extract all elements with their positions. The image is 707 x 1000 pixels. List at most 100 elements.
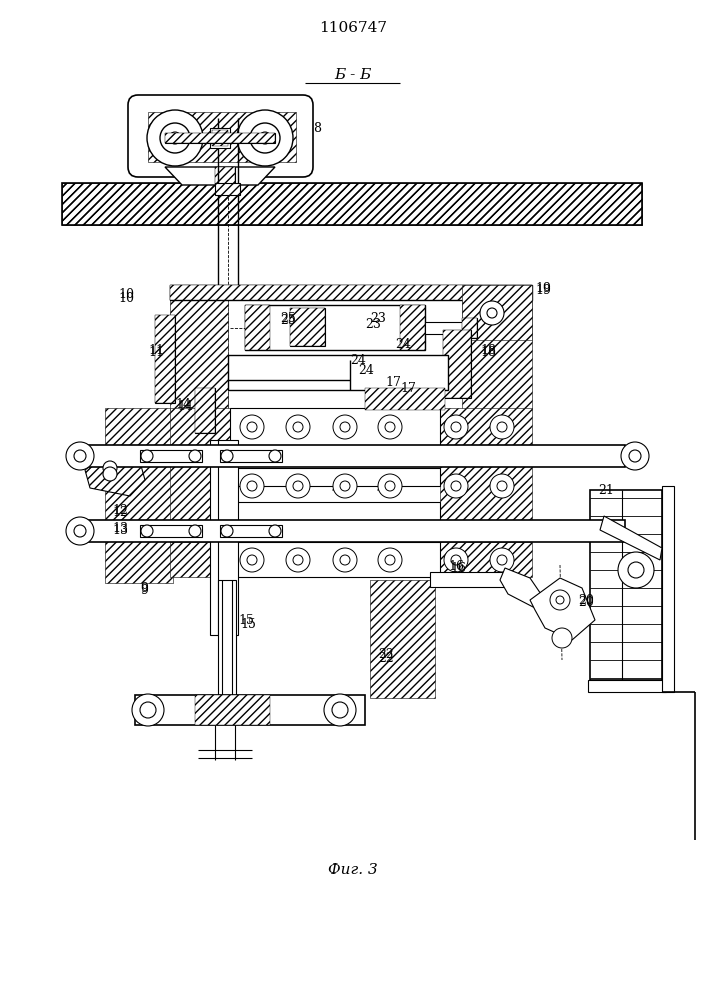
Bar (170, 466, 232, 521)
Circle shape (103, 467, 117, 481)
Circle shape (444, 548, 468, 572)
Text: 1106747: 1106747 (319, 21, 387, 35)
Text: 8: 8 (313, 121, 321, 134)
Circle shape (552, 628, 572, 648)
Bar (165, 133, 275, 143)
Polygon shape (165, 167, 275, 185)
Bar (155, 315, 175, 403)
Text: 13: 13 (112, 522, 128, 534)
Bar (230, 502, 440, 520)
Circle shape (480, 301, 504, 325)
Circle shape (293, 481, 303, 491)
Circle shape (385, 555, 395, 565)
Circle shape (247, 555, 257, 565)
Circle shape (269, 450, 281, 462)
Circle shape (240, 474, 264, 498)
Circle shape (324, 694, 356, 726)
FancyBboxPatch shape (128, 95, 313, 177)
Circle shape (378, 474, 402, 498)
Circle shape (385, 481, 395, 491)
Text: 22: 22 (378, 652, 394, 664)
Circle shape (141, 525, 153, 537)
Circle shape (497, 422, 507, 432)
Bar (662, 486, 674, 692)
Bar (215, 167, 235, 185)
Circle shape (169, 132, 181, 144)
Text: 18: 18 (480, 344, 496, 357)
Bar (230, 468, 440, 486)
Circle shape (189, 525, 201, 537)
Text: 12: 12 (112, 504, 128, 516)
Circle shape (451, 481, 461, 491)
Bar (218, 580, 236, 695)
Text: 10: 10 (118, 292, 134, 304)
Text: 21: 21 (598, 484, 614, 496)
Bar (443, 330, 471, 398)
Bar (170, 542, 232, 577)
Circle shape (556, 596, 564, 604)
Text: 14: 14 (177, 400, 193, 414)
Bar (170, 285, 532, 300)
Circle shape (333, 474, 357, 498)
Bar (215, 183, 240, 195)
Bar (425, 322, 470, 334)
Bar (443, 330, 471, 398)
Text: 16: 16 (450, 562, 466, 574)
Text: 25: 25 (280, 314, 296, 326)
Text: Б - Б: Б - Б (334, 68, 372, 82)
Bar (62, 183, 642, 225)
Circle shape (618, 552, 654, 588)
Bar (440, 542, 532, 577)
Circle shape (189, 450, 201, 462)
Bar (170, 285, 532, 300)
Circle shape (629, 450, 641, 462)
Bar (290, 308, 325, 346)
Circle shape (74, 525, 86, 537)
Bar (62, 183, 642, 225)
Circle shape (240, 548, 264, 572)
Text: 25: 25 (280, 312, 296, 324)
Text: 17: 17 (400, 381, 416, 394)
Text: 9: 9 (140, 584, 148, 596)
Circle shape (333, 415, 357, 439)
Circle shape (490, 474, 514, 498)
Polygon shape (530, 578, 595, 640)
Circle shape (286, 415, 310, 439)
Bar (590, 490, 662, 680)
Bar (245, 305, 425, 350)
Text: 9: 9 (140, 582, 148, 594)
Text: 23: 23 (370, 312, 386, 324)
Text: 11: 11 (148, 344, 164, 357)
Bar (105, 408, 173, 583)
Circle shape (269, 525, 281, 537)
Bar (195, 695, 270, 725)
Circle shape (250, 123, 280, 153)
Circle shape (333, 548, 357, 572)
Text: 18: 18 (480, 346, 496, 359)
Bar (220, 450, 282, 462)
Bar (85, 520, 625, 542)
Circle shape (451, 422, 461, 432)
Circle shape (141, 450, 153, 462)
Circle shape (132, 694, 164, 726)
Bar (232, 542, 440, 577)
Text: 23: 23 (365, 318, 381, 332)
Circle shape (286, 548, 310, 572)
Circle shape (444, 415, 468, 439)
Text: 19: 19 (535, 284, 551, 296)
Bar (210, 128, 230, 148)
Circle shape (293, 422, 303, 432)
Bar (230, 408, 440, 446)
Circle shape (490, 415, 514, 439)
Bar (462, 318, 477, 338)
Text: 24: 24 (395, 338, 411, 352)
Text: 11: 11 (148, 346, 164, 359)
Circle shape (550, 590, 570, 610)
Circle shape (237, 110, 293, 166)
Circle shape (451, 555, 461, 565)
Bar (462, 285, 532, 340)
Bar (462, 318, 477, 338)
Circle shape (221, 450, 233, 462)
Circle shape (378, 415, 402, 439)
Circle shape (340, 481, 350, 491)
